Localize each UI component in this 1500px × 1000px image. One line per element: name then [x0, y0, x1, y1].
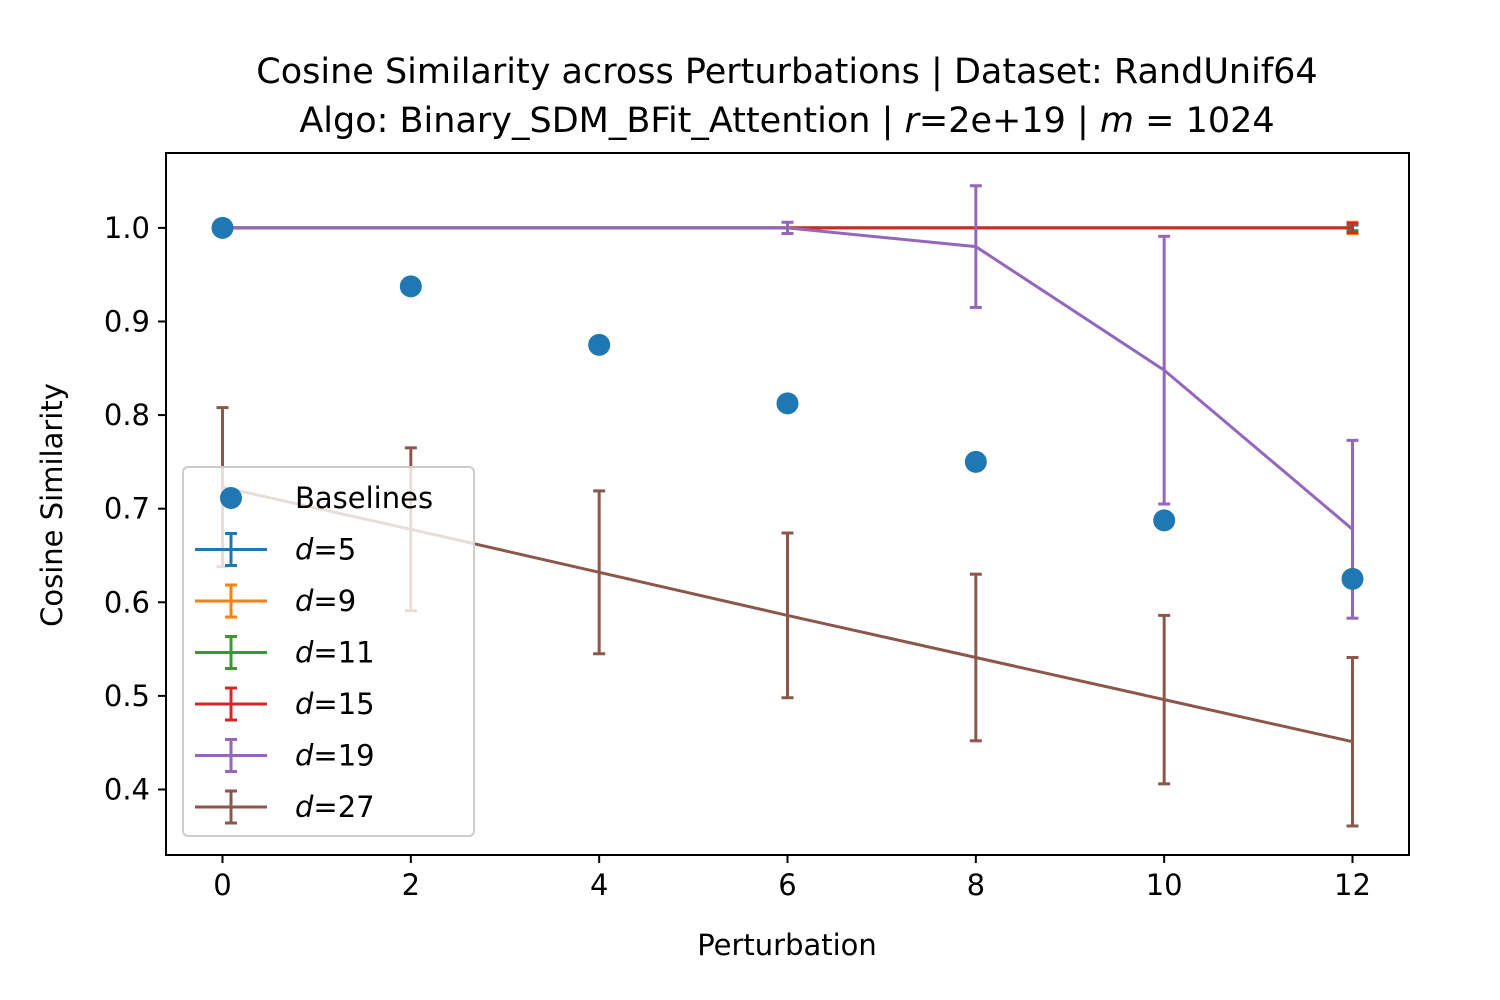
- y-axis-label: Cosine Similarity: [35, 383, 69, 627]
- x-axis-label: Perturbation: [697, 928, 877, 962]
- baseline-point: [588, 333, 611, 356]
- legend-label-d-11: d=11: [295, 636, 375, 670]
- baseline-point: [1153, 509, 1176, 532]
- x-tick-label: 4: [590, 868, 608, 902]
- legend-var: d: [295, 584, 314, 618]
- legend-value: =5: [313, 533, 356, 567]
- title-part-r-value: =2e+19 |: [919, 101, 1100, 141]
- legend-var: d: [295, 790, 314, 824]
- baseline-point: [399, 275, 422, 298]
- legend-label-d-27: d=27: [295, 790, 375, 824]
- legend-var: d: [295, 687, 314, 721]
- plot-frame: [165, 152, 1410, 856]
- y-tick-label: 0.8: [104, 398, 150, 432]
- legend-label-d-19: d=19: [295, 739, 375, 773]
- legend-value: =15: [313, 687, 374, 721]
- y-tick-label: 0.6: [104, 585, 150, 619]
- legend-value: =19: [313, 739, 374, 773]
- x-tick-label: 0: [213, 868, 231, 902]
- legend-marker-baselines: [220, 487, 242, 509]
- legend-value: =11: [313, 636, 374, 670]
- y-tick-label: 1.0: [104, 211, 150, 245]
- x-tick-label: 12: [1334, 868, 1371, 902]
- x-tick-label: 10: [1146, 868, 1183, 902]
- y-tick-label: 0.5: [104, 679, 150, 713]
- baseline-point: [1341, 567, 1364, 590]
- title-part-m-value: = 1024: [1134, 101, 1275, 141]
- baseline-point: [211, 216, 234, 239]
- legend-label-d-5: d=5: [295, 533, 356, 567]
- legend-var: d: [295, 533, 314, 567]
- legend-label-baselines: Baselines: [295, 481, 433, 515]
- legend-var: d: [295, 636, 314, 670]
- y-tick-label: 0.7: [104, 492, 150, 526]
- legend-label-d-15: d=15: [295, 687, 375, 721]
- baseline-point: [776, 392, 799, 415]
- axis-ticks: 0 2 4 6 8 10 12 0.4 0.5 0.6 0.7 0.8 0.9 1.0: [104, 211, 1371, 902]
- legend-box: [182, 466, 475, 837]
- chart-title-line1: Cosine Similarity across Perturbations |…: [256, 52, 1317, 92]
- y-tick-label: 0.4: [104, 772, 150, 806]
- title-var-r: r: [904, 101, 921, 141]
- title-part-algo: Algo: Binary_SDM_BFit_Attention |: [299, 101, 904, 141]
- x-tick-label: 8: [967, 868, 985, 902]
- title-var-m: m: [1100, 101, 1134, 141]
- legend-label-d-9: d=9: [295, 584, 356, 618]
- chart-title-line2: Algo: Binary_SDM_BFit_Attention | r=2e+1…: [299, 101, 1274, 141]
- y-tick-label: 0.9: [104, 304, 150, 338]
- x-tick-label: 2: [402, 868, 420, 902]
- legend-value: =9: [313, 584, 356, 618]
- x-tick-label: 6: [778, 868, 796, 902]
- legend-value: =27: [313, 790, 374, 824]
- legend-var: d: [295, 739, 314, 773]
- baseline-point: [964, 450, 987, 473]
- series-baselines: [211, 216, 1364, 590]
